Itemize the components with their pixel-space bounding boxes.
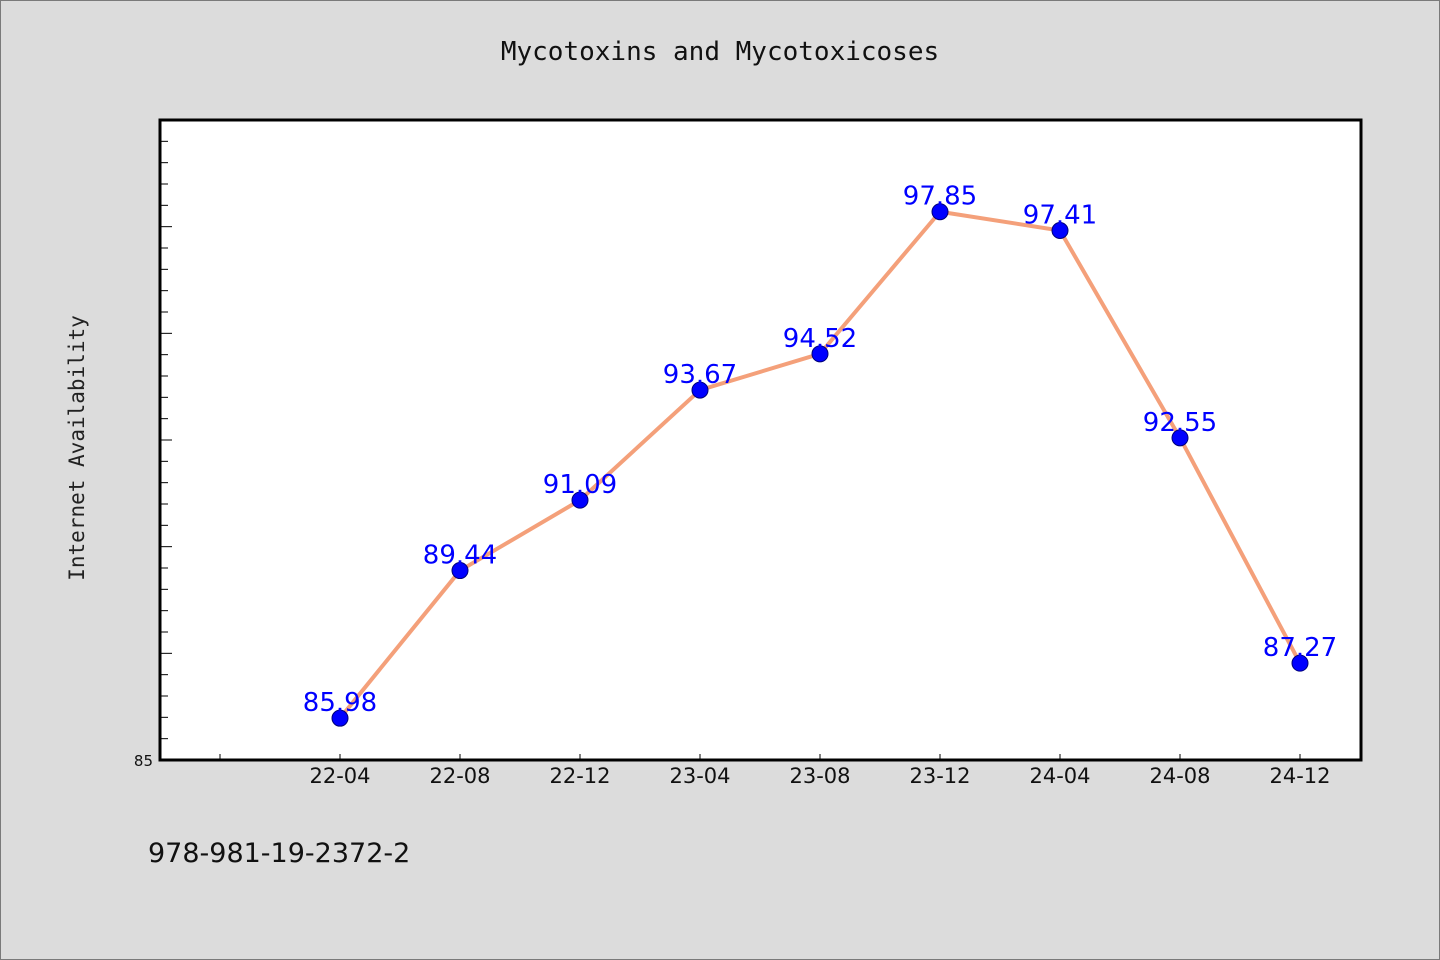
data-point-22-12 <box>571 491 589 509</box>
data-label-23-12: 97.85 <box>903 182 977 212</box>
data-labels: 85.98 89.44 91.09 93.67 94.52 97.85 97.41 92.55… <box>303 182 1337 718</box>
x-tick-label: 22-12 <box>549 764 610 788</box>
isbn-text: 978-981-19-2372-2 <box>148 838 410 869</box>
data-point-22-08 <box>451 562 469 580</box>
data-point-23-08 <box>811 345 829 363</box>
x-tick-label: 24-08 <box>1149 764 1210 788</box>
y-axis-label: Internet Availability <box>65 315 89 581</box>
data-label-24-08: 92.55 <box>1143 408 1217 438</box>
x-tick-label: 22-08 <box>429 764 490 788</box>
data-point-24-08 <box>1171 429 1189 447</box>
data-label-22-12: 91.09 <box>543 470 617 500</box>
data-label-22-04: 85.98 <box>303 688 377 718</box>
x-tick-label: 23-04 <box>669 764 730 788</box>
plot-area <box>158 118 1363 762</box>
data-point-23-04 <box>691 381 709 399</box>
data-label-24-04: 97.41 <box>1023 201 1097 231</box>
x-tick-label: 23-12 <box>909 764 970 788</box>
x-tick-label: 22-04 <box>309 764 370 788</box>
x-axis-ticks: 22-04 22-08 22-12 23-04 23-08 23-12 24-04 24-08… <box>219 754 1331 788</box>
x-tick-label: 24-12 <box>1269 764 1330 788</box>
y-tick-label-min: 85 <box>134 752 153 770</box>
data-point-24-04 <box>1051 222 1069 240</box>
data-point-24-12 <box>1291 654 1309 672</box>
data-label-23-04: 93.67 <box>663 360 737 390</box>
x-tick-label: 24-04 <box>1029 764 1090 788</box>
data-markers <box>331 203 1309 727</box>
data-label-24-12: 87.27 <box>1263 633 1337 663</box>
data-point-22-04 <box>331 709 349 727</box>
y-axis-ticks <box>160 140 172 740</box>
chart-title: Mycotoxins and Mycotoxicoses <box>501 37 939 67</box>
data-point-23-12 <box>931 203 949 221</box>
data-label-23-08: 94.52 <box>783 324 857 354</box>
data-label-22-08: 89.44 <box>423 541 497 571</box>
x-tick-label: 23-08 <box>789 764 850 788</box>
